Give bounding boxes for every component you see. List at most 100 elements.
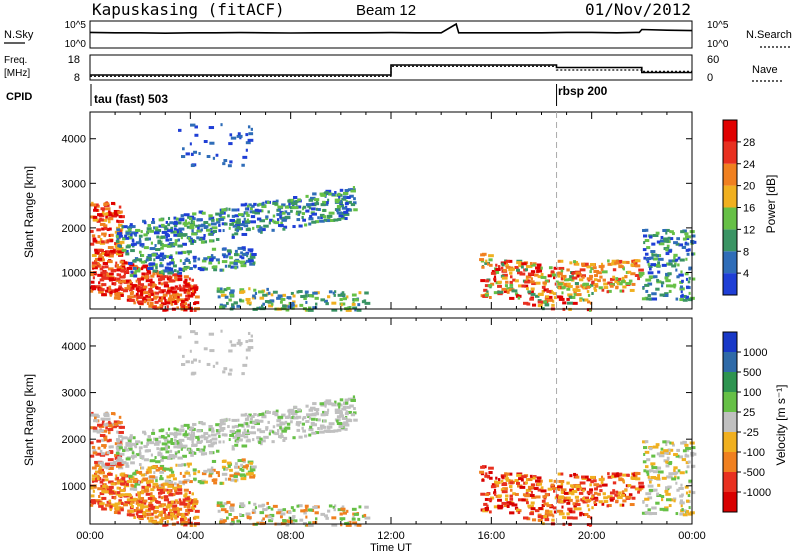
velocity-echo [651, 466, 658, 470]
power-echo [155, 256, 161, 260]
power-echo [288, 202, 291, 206]
power-echo [183, 250, 186, 254]
velocity-echo [164, 513, 167, 517]
velocity-echo [685, 461, 690, 465]
power-echo [594, 274, 598, 278]
y-tick-label: 3000 [62, 388, 86, 400]
power-echo [94, 259, 98, 263]
power-echo [193, 264, 197, 268]
velocity-echo [344, 398, 349, 402]
colorbar-swatch [723, 207, 737, 230]
velocity-echo [197, 437, 200, 441]
velocity-echo [237, 459, 244, 463]
power-echo [206, 154, 211, 158]
power-echo [153, 295, 159, 299]
power-echo [173, 242, 178, 246]
velocity-echo [141, 485, 145, 489]
power-echo [529, 280, 535, 284]
power-echo [637, 274, 642, 278]
velocity-echo [290, 411, 297, 415]
power-echo [672, 232, 675, 236]
power-echo [166, 275, 169, 279]
power-echo [567, 293, 573, 297]
velocity-echo [479, 470, 485, 474]
velocity-echo [681, 458, 687, 462]
power-echo [328, 211, 335, 215]
velocity-echo [659, 507, 665, 511]
velocity-echo [586, 504, 590, 508]
power-echo [197, 257, 201, 261]
velocity-echo [345, 523, 352, 527]
velocity-echo [149, 495, 155, 499]
power-echo [143, 275, 149, 279]
power-echo [257, 209, 262, 213]
date-title: 01/Nov/2012 [585, 0, 691, 19]
power-echo [181, 302, 187, 306]
velocity-echo [609, 498, 614, 502]
power-echo [109, 291, 113, 295]
power-echo [165, 238, 170, 242]
velocity-echo [497, 498, 502, 502]
power-echo [125, 269, 129, 273]
power-echo [105, 215, 108, 219]
power-echo [493, 275, 497, 279]
power-echo [148, 287, 153, 291]
power-echo [259, 219, 266, 223]
velocity-echo [252, 508, 256, 512]
power-echo [153, 258, 156, 262]
velocity-echo [364, 505, 369, 509]
power-echo [110, 201, 115, 205]
velocity-echo [135, 493, 138, 497]
velocity-echo [166, 520, 169, 524]
velocity-echo [143, 472, 147, 476]
velocity-echo [685, 470, 688, 474]
power-echo [348, 305, 352, 309]
power-echo [147, 290, 154, 294]
power-echo [609, 283, 615, 287]
power-echo [221, 222, 227, 226]
velocity-echo [172, 486, 179, 490]
velocity-echo [224, 433, 228, 437]
velocity-echo [184, 512, 188, 516]
power-echo [284, 210, 288, 214]
velocity-echo [157, 491, 163, 495]
power-echo [231, 233, 235, 237]
power-echo [536, 269, 543, 273]
velocity-echo [182, 474, 186, 478]
power-echo [240, 203, 247, 207]
power-echo [149, 302, 154, 306]
radar-title: Kapuskasing (fitACF) [92, 0, 285, 19]
velocity-echo [497, 504, 504, 508]
velocity-echo [593, 496, 599, 500]
velocity-echo [531, 504, 534, 508]
velocity-echo [259, 511, 265, 515]
power-echo [101, 218, 108, 222]
power-echo [117, 287, 123, 291]
power-echo [547, 274, 552, 278]
velocity-echo [680, 504, 683, 508]
power-echo [106, 272, 110, 276]
velocity-echo [125, 462, 129, 466]
velocity-echo [649, 469, 654, 473]
velocity-echo [314, 511, 319, 515]
velocity-echo [119, 489, 126, 493]
power-echo [165, 291, 171, 295]
power-echo [656, 278, 660, 282]
power-echo [560, 259, 564, 263]
velocity-echo [336, 415, 342, 419]
power-echo [221, 260, 228, 264]
velocity-echo [308, 523, 314, 527]
velocity-echo [202, 480, 208, 484]
power-echo [251, 296, 255, 300]
velocity-echo [652, 470, 659, 474]
power-echo [116, 219, 119, 223]
power-echo [267, 291, 271, 295]
power-echo [271, 219, 275, 223]
velocity-echo [297, 504, 303, 508]
power-echo [116, 228, 121, 232]
velocity-echo [208, 474, 213, 478]
power-echo [125, 279, 132, 283]
velocity-echo [136, 500, 143, 504]
velocity-echo [684, 443, 689, 447]
